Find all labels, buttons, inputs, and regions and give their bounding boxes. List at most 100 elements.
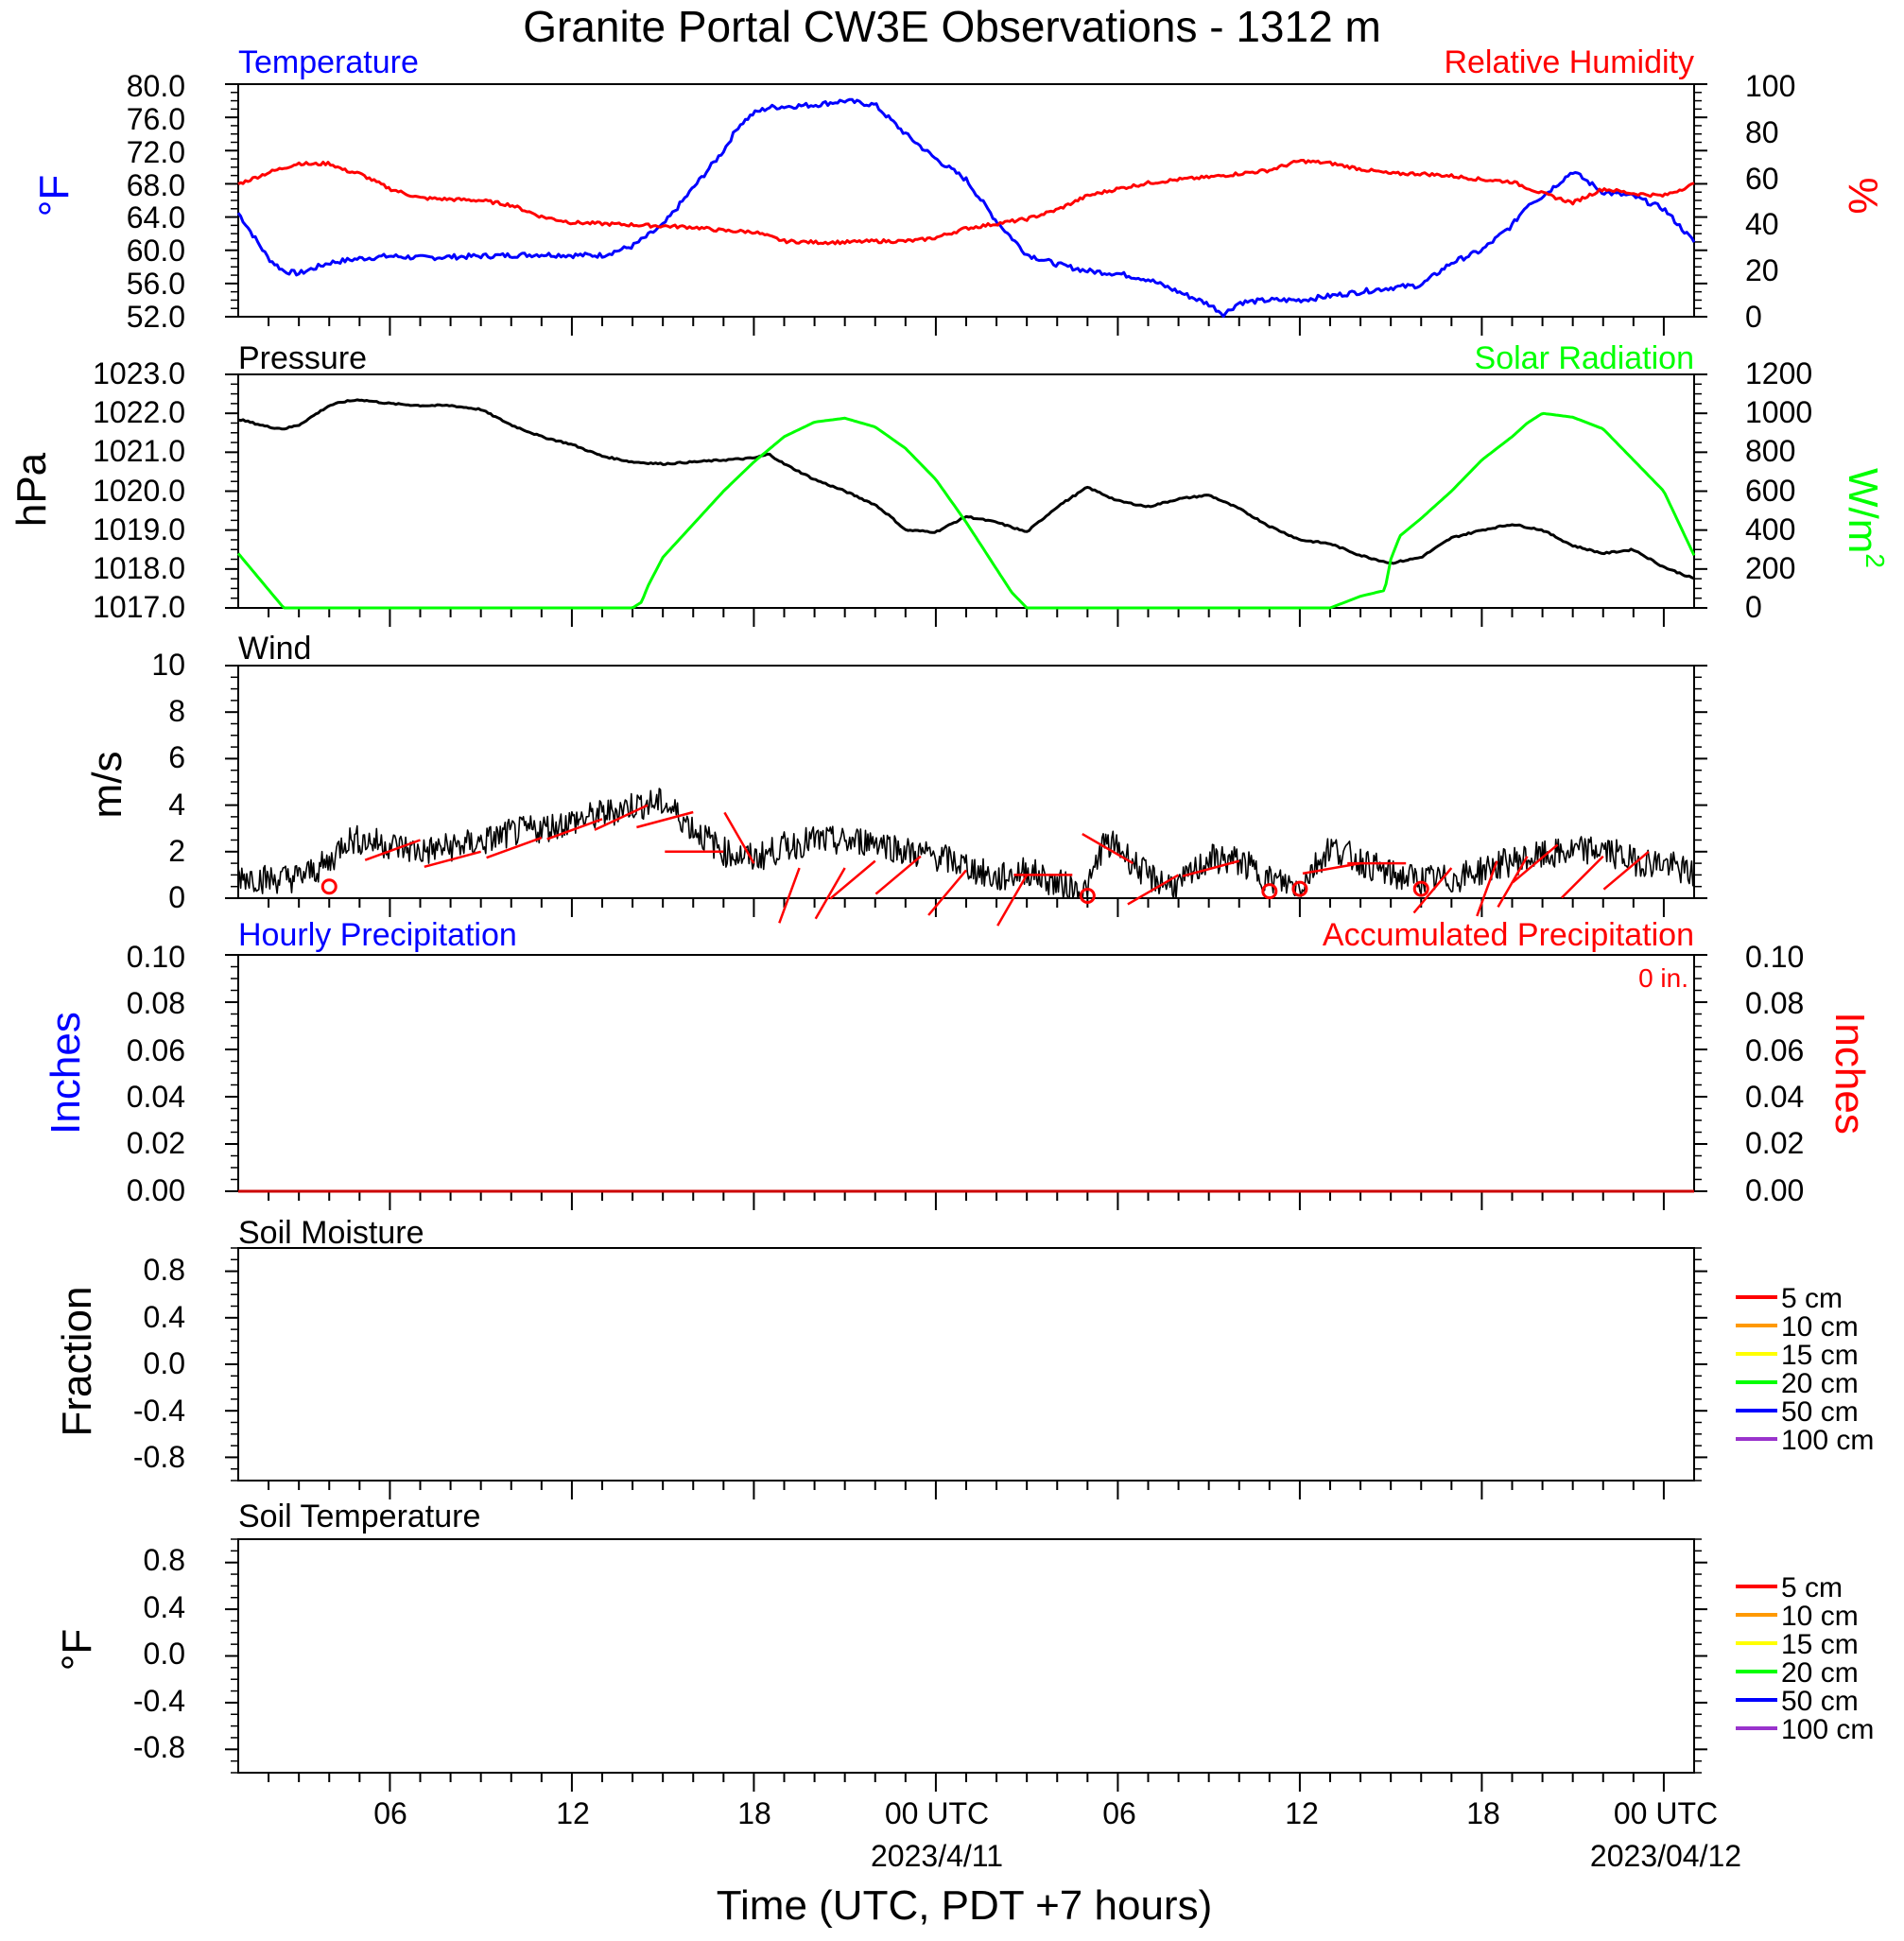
wind-y-tick: 6 xyxy=(168,740,185,774)
precip-y-tick: 0.08 xyxy=(127,986,185,1020)
x-tick-label: 00 UTC xyxy=(1614,1796,1718,1830)
wind-axis-label: m/s xyxy=(84,752,130,819)
humidity-y-tick: 100 xyxy=(1745,69,1795,103)
plot-layer xyxy=(225,83,1707,1792)
panel-frame-1 xyxy=(225,373,1707,627)
panel-wind: Wind m/s 10 8 6 4 2 0 xyxy=(84,631,311,914)
pressure-y-tick: 1020.0 xyxy=(93,474,185,508)
pressure-y-tick: 1021.0 xyxy=(93,434,185,468)
precip-y-tick: 0.04 xyxy=(127,1080,185,1114)
panel-border xyxy=(237,373,1695,609)
humidity-y-tick: 20 xyxy=(1745,253,1779,287)
pressure-y-tick: 1022.0 xyxy=(93,395,185,429)
temperature-y-tick: 80.0 xyxy=(127,69,185,103)
wind-barb-calm xyxy=(1079,888,1096,905)
wind-speed-line xyxy=(237,788,1695,899)
panel-soil-temperature: Soil Temperature °F 0.8 0.4 0.0 -0.4 -0.… xyxy=(54,1499,1874,1764)
wind-barb xyxy=(1082,833,1134,865)
x-axis-ticks: 06 12 18 00 UTC 2023/4/11 06 12 18 00 UT… xyxy=(373,1796,1741,1873)
panel-frame-4 xyxy=(225,1247,1707,1499)
legend-label-10cm: 10 cm xyxy=(1781,1601,1859,1632)
wind-barb xyxy=(1302,861,1361,875)
panel-precipitation: Hourly Precipitation Accumulated Precipi… xyxy=(43,917,1873,1207)
soil-temperature-y-ticks: 0.8 0.4 0.0 -0.4 -0.8 xyxy=(133,1543,185,1764)
x-tick-date: 2023/4/11 xyxy=(871,1839,1003,1873)
panel-temperature-title: Temperature xyxy=(238,44,419,80)
wind-barb xyxy=(486,836,543,859)
soil-moisture-legend: 5 cm 10 cm 15 cm 20 cm 50 cm 100 cm xyxy=(1736,1283,1874,1456)
humidity-y-ticks: 100 80 60 40 20 0 xyxy=(1745,69,1795,334)
wind-barb xyxy=(927,869,967,916)
wind-y-tick: 4 xyxy=(168,788,185,822)
legend-label-20cm: 20 cm xyxy=(1781,1368,1859,1399)
soil-temperature-y-tick: 0.4 xyxy=(144,1590,185,1624)
wind-barbs xyxy=(320,804,1650,927)
temperature-y-ticks: 80.0 76.0 72.0 68.0 64.0 60.0 56.0 52.0 xyxy=(127,69,185,334)
wind-barb xyxy=(424,850,481,869)
legend-label-5cm: 5 cm xyxy=(1781,1283,1843,1314)
panel-temperature-humidity: Temperature Relative Humidity °F % 80.0 … xyxy=(31,44,1886,334)
legend-label-50cm: 50 cm xyxy=(1781,1686,1859,1717)
soil-temperature-y-tick: -0.8 xyxy=(133,1730,185,1764)
humidity-y-tick: 40 xyxy=(1745,207,1779,241)
soil-moisture-y-tick: -0.8 xyxy=(133,1440,185,1474)
wind-y-tick: 0 xyxy=(168,880,185,914)
accum-precip-total: 0 in. xyxy=(1638,963,1688,993)
x-tick-label: 12 xyxy=(1285,1796,1319,1830)
wind-barb xyxy=(1512,843,1559,884)
legend-label-10cm: 10 cm xyxy=(1781,1311,1859,1343)
solar-radiation-line xyxy=(236,411,1696,610)
legend-label-100cm: 100 cm xyxy=(1781,1714,1874,1745)
panel-solar-title: Solar Radiation xyxy=(1475,340,1694,376)
pressure-y-tick: 1023.0 xyxy=(93,356,185,390)
wind-barb xyxy=(364,839,421,861)
wind-barb xyxy=(546,818,603,841)
precip-y-tick: 0.02 xyxy=(127,1126,185,1160)
panel-pressure-title: Pressure xyxy=(238,340,367,376)
panel-frame-5 xyxy=(225,1538,1707,1792)
temperature-line xyxy=(236,97,1696,319)
wind-barb-calm xyxy=(1261,883,1278,900)
wind-y-tick: 2 xyxy=(168,834,185,868)
temperature-y-tick: 68.0 xyxy=(127,168,185,202)
panel-frame-2 xyxy=(225,665,1707,917)
temperature-y-tick: 76.0 xyxy=(127,102,185,136)
soil-moisture-y-tick: 0.8 xyxy=(144,1253,185,1287)
wind-barb xyxy=(1127,874,1180,906)
panel-hourly-precip-title: Hourly Precipitation xyxy=(238,917,517,953)
precip-y-tick: 0.04 xyxy=(1745,1080,1804,1114)
precip-y-tick: 0.00 xyxy=(1745,1173,1804,1207)
panel-accum-precip-title: Accumulated Precipitation xyxy=(1323,917,1694,953)
soil-temperature-y-tick: -0.4 xyxy=(133,1684,185,1718)
soil-moisture-y-tick: -0.4 xyxy=(133,1394,185,1428)
humidity-y-tick: 0 xyxy=(1745,300,1762,334)
precip-y-tick: 0.08 xyxy=(1745,986,1804,1020)
panel-soil-moisture-title: Soil Moisture xyxy=(238,1215,424,1251)
x-tick-label: 00 UTC xyxy=(885,1796,989,1830)
panel-soil-moisture: Soil Moisture Fraction 0.8 0.4 0.0 -0.4 … xyxy=(54,1215,1874,1474)
soil-moisture-axis-label: Fraction xyxy=(54,1287,100,1437)
x-tick-label: 18 xyxy=(1466,1796,1500,1830)
precip-y-tick: 0.06 xyxy=(1745,1033,1804,1067)
soil-temperature-legend: 5 cm 10 cm 15 cm 20 cm 50 cm 100 cm xyxy=(1736,1572,1874,1745)
solar-axis-unit-superscript: 2 xyxy=(1861,553,1890,568)
x-axis-label: Time (UTC, PDT +7 hours) xyxy=(717,1882,1212,1929)
pressure-y-tick: 1019.0 xyxy=(93,512,185,546)
pressure-y-ticks: 1023.0 1022.0 1021.0 1020.0 1019.0 1018.… xyxy=(93,356,185,624)
precip-y-tick: 0.02 xyxy=(1745,1126,1804,1160)
chart-title: Granite Portal CW3E Observations - 1312 … xyxy=(523,2,1381,51)
precip-y-tick: 0.10 xyxy=(127,940,185,974)
temperature-axis-label: °F xyxy=(31,175,78,217)
soil-temperature-y-tick: 0.0 xyxy=(144,1637,185,1671)
panel-frame-3 xyxy=(225,954,1707,1210)
pressure-y-tick: 1018.0 xyxy=(93,551,185,585)
accum-precip-axis-label: Inches xyxy=(1826,1012,1873,1135)
solar-y-tick: 1200 xyxy=(1745,356,1812,390)
panel-wind-title: Wind xyxy=(238,631,311,667)
legend-label-50cm: 50 cm xyxy=(1781,1396,1859,1428)
wind-barb xyxy=(996,874,1029,927)
wind-barb xyxy=(778,867,801,924)
wind-barb xyxy=(1476,860,1498,917)
wind-barb xyxy=(829,859,876,900)
